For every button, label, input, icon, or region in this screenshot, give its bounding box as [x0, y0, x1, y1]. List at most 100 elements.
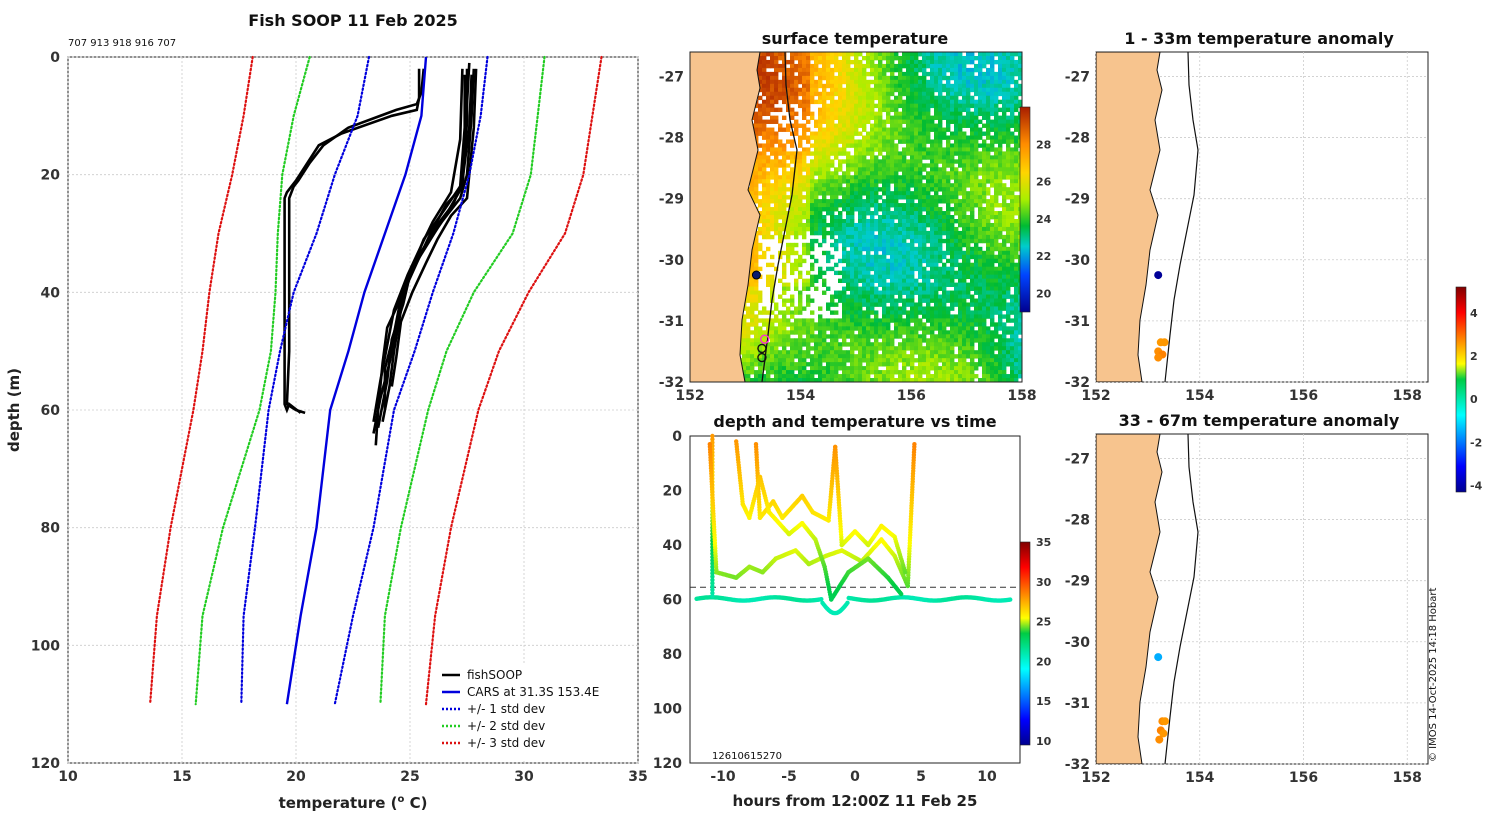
sst-cell: [886, 175, 891, 180]
sst-cell: [938, 111, 943, 117]
sst-cell: [782, 151, 787, 156]
sst-cell: [898, 191, 903, 196]
sst-cell: [898, 123, 903, 128]
sst-cell: [878, 159, 883, 164]
sst-cell: [782, 310, 787, 315]
sst-cell: [938, 167, 943, 172]
sst-cell: [934, 274, 939, 280]
sst-cell: [958, 63, 963, 69]
sst-cell: [778, 195, 783, 200]
sst-cell: [858, 52, 863, 57]
sst-cell: [774, 199, 779, 204]
sst-cell: [890, 246, 895, 252]
sst-cell: [962, 103, 967, 109]
sst-cell: [886, 258, 891, 264]
sst-cell: [778, 55, 783, 61]
sst-cell: [766, 63, 771, 69]
sst-cell: [994, 119, 999, 124]
sst-cell: [858, 115, 863, 120]
sst-cell: [850, 306, 855, 311]
sst-cell: [962, 254, 967, 260]
sst-cell: [782, 127, 787, 132]
sst-cell: [922, 91, 927, 97]
sst-cell: [906, 278, 911, 284]
sst-cell: [934, 226, 939, 232]
sst-cell: [898, 151, 903, 156]
sst-cell: [1010, 211, 1015, 216]
sst-cell: [882, 266, 887, 272]
sst-cell: [806, 282, 811, 287]
sst-cell: [990, 294, 995, 299]
sst-cell: [862, 322, 867, 327]
sst-cell: [798, 103, 803, 109]
sst-cell: [962, 218, 967, 224]
sst-cell: [762, 222, 767, 228]
sst-cell: [978, 215, 983, 220]
sst-cell: [802, 242, 807, 248]
sst-cell: [790, 171, 795, 176]
sst-cell: [922, 238, 927, 244]
sst-cell: [782, 59, 787, 65]
sst-cell: [790, 139, 795, 144]
sst-cell: [1014, 242, 1019, 248]
sst-cell: [838, 218, 843, 224]
sst-cell: [934, 298, 939, 303]
profile-ytick: 20: [41, 168, 61, 184]
sst-cell: [818, 75, 823, 81]
sst-cell: [1006, 143, 1011, 148]
sst-cell: [914, 282, 919, 287]
sst-cell: [862, 270, 867, 276]
sst-cell: [874, 254, 879, 260]
sst-cell: [906, 215, 911, 220]
sst-cell: [874, 155, 879, 160]
sst-cell: [842, 318, 847, 323]
sst-cell: [986, 131, 991, 136]
sst-cell: [918, 175, 923, 180]
sst-cell: [762, 175, 767, 180]
sst-cell: [850, 318, 855, 323]
sst-cell: [1010, 254, 1015, 260]
sst-cell: [770, 254, 775, 260]
sst-cell: [946, 111, 951, 117]
sst-cell: [914, 55, 919, 61]
sst-cell: [822, 203, 827, 208]
sst-cell: [990, 139, 995, 144]
sst-cell: [842, 59, 847, 65]
sst-cell: [802, 87, 807, 93]
sst-cell: [918, 294, 923, 299]
sst-cell: [890, 282, 895, 287]
sst-cell: [958, 218, 963, 224]
sst-cell: [866, 195, 871, 200]
sst-cell: [870, 139, 875, 144]
sst-cell: [950, 266, 955, 272]
sst-cell: [934, 83, 939, 89]
sst-cell: [798, 326, 803, 331]
sst-cell: [834, 218, 839, 224]
sst-cell: [1002, 103, 1007, 109]
sst-cell: [962, 79, 967, 85]
sst-cell: [834, 131, 839, 136]
sst-cell: [982, 175, 987, 180]
sst-cell: [802, 79, 807, 85]
sst-cell: [962, 286, 967, 291]
sst-cell: [758, 211, 763, 216]
sst-cell: [974, 290, 979, 295]
sst-cell: [918, 203, 923, 208]
sst-cell: [978, 282, 983, 287]
sst-cell: [814, 91, 819, 97]
sst-cell: [798, 203, 803, 208]
sst-cell: [838, 115, 843, 120]
sst-cell: [902, 203, 907, 208]
sst-cell: [846, 270, 851, 276]
sst-cell: [966, 274, 971, 280]
sst-cell: [938, 226, 943, 232]
sst-cell: [942, 171, 947, 176]
sst-cell: [870, 238, 875, 244]
sst-cell: [870, 123, 875, 128]
sst-cell: [834, 127, 839, 132]
sst-cell: [890, 286, 895, 291]
sst-cell: [790, 159, 795, 164]
sst-cell: [866, 111, 871, 117]
sst-cell: [946, 135, 951, 140]
sst-cell: [910, 294, 915, 299]
